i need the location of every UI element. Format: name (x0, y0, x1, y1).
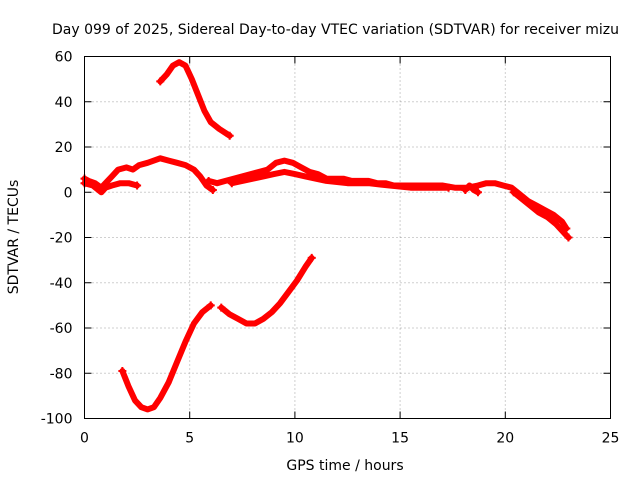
series-endpoint-marker (227, 179, 236, 188)
series-endpoint-marker (156, 77, 165, 86)
series-endpoint-marker (208, 185, 217, 194)
x-tick-label: 15 (391, 431, 409, 447)
x-tick-label: 20 (496, 431, 514, 447)
series-arc-low-2 (218, 254, 315, 327)
series-endpoint-marker (225, 131, 234, 140)
series-endpoint-marker (206, 301, 215, 310)
series-main-band-b (81, 180, 141, 196)
series-arc-low-1 (119, 302, 214, 413)
series-endpoint-marker (564, 233, 573, 242)
series-endpoint-marker (118, 366, 127, 375)
y-tick-label: 60 (55, 50, 73, 66)
grid-lines (84, 56, 611, 419)
series-tail-d (510, 189, 572, 241)
x-tick-label: 5 (185, 431, 194, 447)
y-tick-label: -100 (41, 412, 73, 428)
x-axis-label: GPS time / hours (286, 458, 403, 474)
y-tick-label: -20 (50, 231, 73, 247)
series-main-band-a (81, 155, 216, 193)
x-tick-label: 10 (286, 431, 304, 447)
series-endpoint-marker (461, 185, 470, 194)
x-tick-labels: 0 5 10 15 20 25 (80, 431, 619, 447)
series-endpoint-marker (133, 181, 142, 190)
series-endpoint-marker (307, 253, 316, 262)
series-endpoint-marker (473, 188, 482, 197)
series-spike-e (462, 182, 481, 196)
x-tick-label: 0 (80, 431, 89, 447)
series-layer (80, 59, 573, 413)
plot-frame (84, 56, 611, 419)
y-tick-label: 20 (55, 140, 73, 156)
y-tick-label: -40 (50, 276, 73, 292)
series-endpoint-marker (444, 183, 453, 192)
x-tick-label: 25 (602, 431, 620, 447)
y-tick-label: 40 (55, 95, 73, 111)
series-endpoint-marker (217, 303, 226, 312)
series-endpoint-marker (509, 188, 518, 197)
y-tick-label: -60 (50, 321, 73, 337)
series-arc-high (157, 59, 233, 139)
y-tick-label: -80 (50, 366, 73, 382)
y-axis-label: SDTVAR / TECUs (6, 180, 22, 295)
y-tick-labels: -100 -80 -60 -40 -20 0 20 40 60 (41, 50, 73, 428)
series-endpoint-marker (204, 176, 213, 185)
axis-ticks (84, 56, 611, 419)
y-tick-label: 0 (64, 185, 73, 201)
series-main-band-d (228, 168, 452, 191)
chart-title: Day 099 of 2025, Sidereal Day-to-day VTE… (52, 22, 619, 38)
